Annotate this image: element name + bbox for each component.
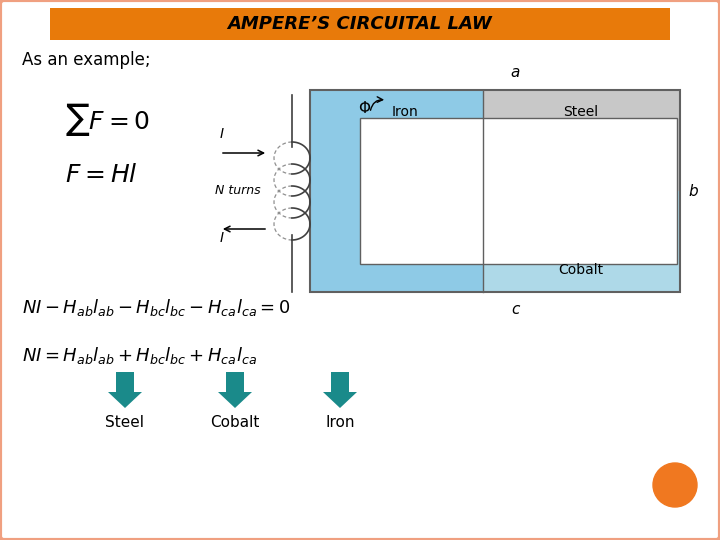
Circle shape: [653, 463, 697, 507]
Text: Cobalt: Cobalt: [559, 263, 603, 277]
Bar: [360, 118, 677, 264]
Text: Iron: Iron: [325, 415, 355, 430]
Text: $\sum F = 0$: $\sum F = 0$: [65, 102, 150, 138]
Text: I: I: [220, 127, 224, 141]
Text: $F = Hl$: $F = Hl$: [65, 164, 138, 186]
Text: Cobalt: Cobalt: [210, 415, 260, 430]
Bar: [483, 90, 680, 191]
Polygon shape: [108, 392, 142, 408]
Bar: [331, 372, 349, 392]
Text: AMPERE’S CIRCUITAL LAW: AMPERE’S CIRCUITAL LAW: [228, 15, 492, 33]
Text: $NI = H_{ab}l_{ab} + H_{bc}l_{bc} + H_{ca}l_{ca}$: $NI = H_{ab}l_{ab} + H_{bc}l_{bc} + H_{c…: [22, 345, 257, 366]
Text: b: b: [688, 184, 698, 199]
Bar: [50, 8, 670, 40]
Bar: [310, 90, 483, 292]
Text: As an example;: As an example;: [22, 51, 150, 69]
Text: I: I: [220, 231, 224, 245]
Bar: [310, 90, 680, 292]
Text: $NI - H_{ab}l_{ab} - H_{bc}l_{bc} - H_{ca}l_{ca} = 0$: $NI - H_{ab}l_{ab} - H_{bc}l_{bc} - H_{c…: [22, 298, 290, 319]
Bar: [226, 372, 244, 392]
Polygon shape: [218, 392, 252, 408]
Text: a: a: [510, 65, 520, 80]
Bar: [483, 191, 680, 292]
Text: c: c: [510, 302, 519, 317]
Bar: [116, 372, 134, 392]
Text: Steel: Steel: [106, 415, 145, 430]
Text: Iron: Iron: [392, 105, 418, 119]
Text: $\Phi$: $\Phi$: [359, 100, 372, 116]
Text: Steel: Steel: [564, 105, 598, 119]
Polygon shape: [323, 392, 357, 408]
Text: N turns: N turns: [215, 185, 261, 198]
